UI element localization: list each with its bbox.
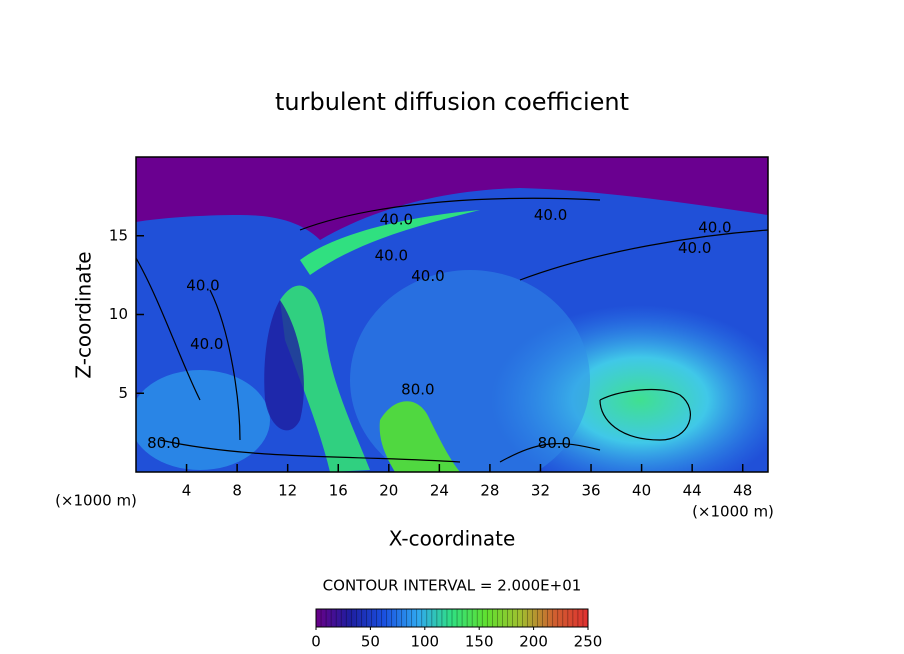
y-unit-label: (×1000 m) — [55, 492, 137, 510]
contour-label: 40.0 — [380, 211, 413, 229]
colorbar-tick-label: 0 — [311, 633, 321, 651]
x-tick-label: 20 — [379, 482, 398, 500]
x-tick-label: 48 — [733, 482, 752, 500]
x-tick-label: 36 — [581, 482, 600, 500]
colorbar-tick-label: 150 — [465, 633, 494, 651]
chart-title: turbulent diffusion coefficient — [275, 88, 629, 116]
x-tick-label: 4 — [182, 482, 192, 500]
y-axis-label: Z-coordinate — [72, 251, 96, 378]
y-tick-label: 10 — [109, 305, 128, 323]
contour-label: 40.0 — [534, 206, 567, 224]
x-tick-label: 28 — [480, 482, 499, 500]
contour-label: 40.0 — [678, 239, 711, 257]
colorbar-tick-label: 250 — [574, 633, 603, 651]
contour-label: 40.0 — [186, 277, 219, 295]
contour-label: 40.0 — [190, 335, 223, 353]
contour-label: 80.0 — [401, 381, 434, 399]
x-tick-label: 12 — [278, 482, 297, 500]
contour-label: 40.0 — [698, 218, 731, 236]
x-tick-label: 32 — [531, 482, 550, 500]
contour-label: 80.0 — [538, 434, 571, 452]
contour-field — [136, 157, 768, 472]
x-tick-label: 40 — [632, 482, 651, 500]
colorbar-tick-label: 100 — [410, 633, 439, 651]
colorbar-tick-label: 200 — [519, 633, 548, 651]
contour-label: 40.0 — [375, 247, 408, 265]
contour-label: 40.0 — [411, 267, 444, 285]
x-tick-label: 8 — [232, 482, 242, 500]
y-tick-label: 15 — [109, 226, 128, 244]
x-unit-label: (×1000 m) — [692, 503, 774, 521]
x-axis-label: X-coordinate — [389, 527, 516, 551]
x-tick-label: 16 — [329, 482, 348, 500]
contour-label: 80.0 — [147, 434, 180, 452]
x-tick-label: 44 — [683, 482, 702, 500]
y-tick-label: 5 — [118, 384, 128, 402]
colorbar-tick-label: 50 — [361, 633, 380, 651]
x-tick-label: 24 — [430, 482, 449, 500]
contour-interval: CONTOUR INTERVAL = 2.000E+01 — [323, 577, 582, 595]
